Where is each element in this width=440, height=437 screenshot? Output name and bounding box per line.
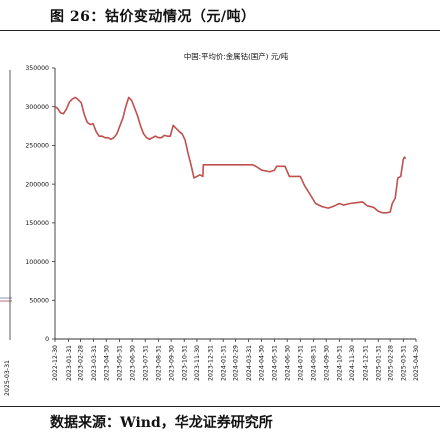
x-tick-label: 2024-05-31 (272, 345, 279, 381)
x-tick-label: 2024-07-31 (298, 345, 305, 381)
y-tick-label: 50000 (29, 297, 49, 304)
y-axis: 0 50000 100000 150000 200000 250000 300000 3500… (25, 65, 56, 343)
x-tick-label: 2023-09-30 (168, 345, 175, 381)
y-tick-label: 150000 (25, 220, 49, 227)
x-tick-label: 2023-02-28 (78, 345, 85, 381)
y-tick-label: 200000 (25, 181, 49, 188)
fragment-date-label: 2025-03-31 (4, 360, 11, 396)
x-tick-label: 2022-12-30 (52, 345, 59, 381)
series-line (54, 96, 407, 214)
x-tick-label: 2024-06-30 (284, 345, 291, 381)
x-tick-label: 2023-07-31 (142, 345, 149, 381)
bottom-divider (0, 406, 440, 407)
x-tick-label: 2025-03-31 (400, 345, 407, 381)
x-tick-label: 2023-05-31 (117, 345, 124, 381)
x-tick-label: 2023-03-31 (91, 345, 98, 381)
x-tick-label: 2023-12-31 (207, 345, 214, 381)
x-tick-label: 2024-08-31 (311, 345, 318, 381)
x-tick-label: 2024-04-30 (259, 345, 266, 381)
x-tick-label: 2023-10-31 (181, 345, 188, 381)
x-tick-label: 2024-10-31 (337, 345, 344, 381)
series-group (54, 96, 407, 214)
x-tick-label: 2023-11-30 (194, 345, 201, 381)
chart-title: 中国:平均价:金属钴(国产) 元/吨 (184, 52, 289, 61)
x-tick-label: 2023-08-31 (156, 345, 163, 381)
x-tick-label: 2024-03-31 (246, 345, 253, 381)
figure-title: 图 26：钴价变动情况（元/吨） (50, 9, 256, 25)
x-tick-label: 2025-01-31 (375, 345, 382, 381)
left-edge-chart-fragment: 2025-03-31 (0, 70, 12, 396)
x-tick-label: 2024-01-31 (220, 345, 227, 381)
x-axis: 2022-12-30 2023-01-31 2023-02-28 2023-03-31… (52, 338, 420, 381)
y-tick-label: 0 (45, 336, 49, 343)
x-tick-label: 2024-02-29 (233, 345, 240, 381)
y-tick-label: 100000 (25, 259, 49, 266)
x-tick-label: 2024-11-30 (349, 345, 356, 381)
top-divider (0, 30, 440, 31)
y-tick-label: 300000 (25, 104, 49, 111)
x-tick-label: 2025-04-30 (413, 345, 420, 381)
x-tick-label: 2023-04-30 (103, 345, 110, 381)
data-source: 数据来源：Wind，华龙证券研究所 (50, 415, 273, 431)
x-tick-label: 2024-09-30 (323, 345, 330, 381)
x-tick-label: 2023-01-31 (66, 345, 73, 381)
x-tick-label: 2024-12-31 (362, 345, 369, 381)
x-tick-label: 2025-02-28 (387, 345, 394, 381)
y-tick-label: 350000 (25, 65, 49, 72)
x-tick-label: 2023-06-30 (129, 345, 136, 381)
y-tick-label: 250000 (25, 143, 49, 150)
